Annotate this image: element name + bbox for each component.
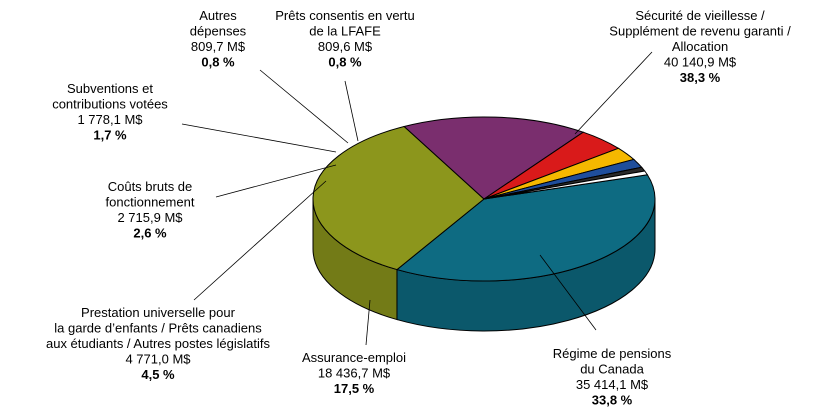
slice-label-3-line-1: la garde d’enfants / Prêts canadiens [54, 321, 262, 336]
slice-label-2: Assurance-emploi 18 436,7 M$ 17,5 % [302, 350, 406, 396]
slice-labels: Sécurité de vieillesse / Supplément de re… [46, 8, 791, 408]
slice-label-1-line-0: Régime de pensions [553, 346, 672, 361]
slice-label-0-line-0: Sécurité de vieillesse / [635, 8, 765, 23]
slice-top-2 [403, 116, 585, 200]
leader-line-0 [574, 51, 653, 135]
leader-line-4 [215, 164, 337, 198]
leader-line-2 [365, 299, 371, 346]
slice-label-6: Autres dépenses 809,7 M$ 0,8 % [190, 8, 247, 70]
slice-top-0 [395, 174, 656, 282]
slice-amount-3: 4 771,0 M$ [125, 352, 191, 367]
slice-percent-2: 17,5 % [334, 381, 375, 396]
leader-line-1 [539, 254, 597, 331]
slice-percent-3: 4,5 % [141, 367, 175, 382]
slice-percent-5: 1,7 % [93, 128, 127, 143]
slice-amount-7: 809,6 M$ [318, 39, 373, 54]
pie-tops [312, 116, 656, 282]
slice-percent-7: 0,8 % [328, 55, 362, 70]
slice-label-1: Régime de pensions du Canada 35 414,1 M$ 33… [553, 346, 672, 408]
slice-label-4: Coûts bruts de fonctionnement 2 715,9 M$ 2,… [106, 179, 195, 241]
slice-top-1 [312, 125, 485, 271]
slice-label-7-line-0: Prêts consentis en vertu [275, 8, 414, 23]
slice-percent-0: 38,3 % [680, 70, 721, 85]
slice-label-5-line-1: contributions votées [52, 97, 168, 112]
slice-amount-0: 40 140,9 M$ [664, 55, 737, 70]
slice-label-6-line-0: Autres [199, 8, 237, 23]
slice-label-4-line-1: fonctionnement [106, 195, 195, 210]
slice-percent-4: 2,6 % [133, 226, 167, 241]
slice-label-0-line-2: Allocation [672, 39, 728, 54]
slice-top-7 [483, 170, 649, 200]
leader-line-3 [193, 180, 327, 301]
slice-label-0-line-1: Supplément de revenu garanti / [609, 24, 791, 39]
slice-label-3-line-2: aux étudiants / Autres postes législatif… [46, 336, 271, 351]
leader-line-5 [181, 123, 337, 153]
slice-amount-5: 1 778,1 M$ [77, 112, 143, 127]
leader-line-6 [259, 69, 349, 144]
leader-lines [181, 51, 653, 346]
slice-label-1-line-1: du Canada [580, 362, 644, 377]
slice-label-7: Prêts consentis en vertu de la LFAFE 809,6… [275, 8, 414, 70]
slice-label-4-line-0: Coûts bruts de [108, 179, 193, 194]
slice-label-7-line-1: de la LFAFE [309, 24, 381, 39]
slice-label-5-line-0: Subventions et [67, 81, 153, 96]
leader-line-7 [344, 80, 359, 142]
slice-label-2-line-0: Assurance-emploi [302, 350, 406, 365]
slice-amount-6: 809,7 M$ [191, 39, 246, 54]
slice-amount-4: 2 715,9 M$ [117, 210, 183, 225]
slice-amount-2: 18 436,7 M$ [318, 366, 391, 381]
slice-label-0: Sécurité de vieillesse / Supplément de re… [609, 8, 791, 85]
slice-label-6-line-1: dépenses [190, 24, 247, 39]
slice-percent-1: 33,8 % [592, 393, 633, 408]
slice-percent-6: 0,8 % [201, 55, 235, 70]
slice-label-5: Subventions et contributions votées 1 778,… [52, 81, 168, 143]
slice-amount-1: 35 414,1 M$ [576, 377, 649, 392]
slice-label-3-line-0: Prestation universelle pour [81, 305, 236, 320]
slice-label-3: Prestation universelle pour la garde d’en… [46, 305, 271, 382]
